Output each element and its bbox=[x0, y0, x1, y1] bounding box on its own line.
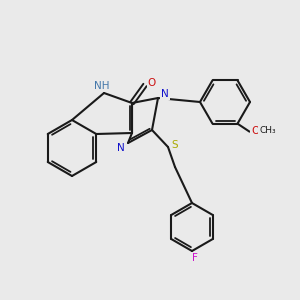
Text: F: F bbox=[192, 253, 198, 263]
Text: O: O bbox=[148, 78, 156, 88]
Text: S: S bbox=[172, 140, 178, 150]
Text: N: N bbox=[117, 143, 125, 153]
Text: NH: NH bbox=[94, 81, 110, 91]
Text: O: O bbox=[251, 126, 260, 136]
Text: CH₃: CH₃ bbox=[259, 126, 276, 135]
Text: N: N bbox=[161, 89, 169, 99]
